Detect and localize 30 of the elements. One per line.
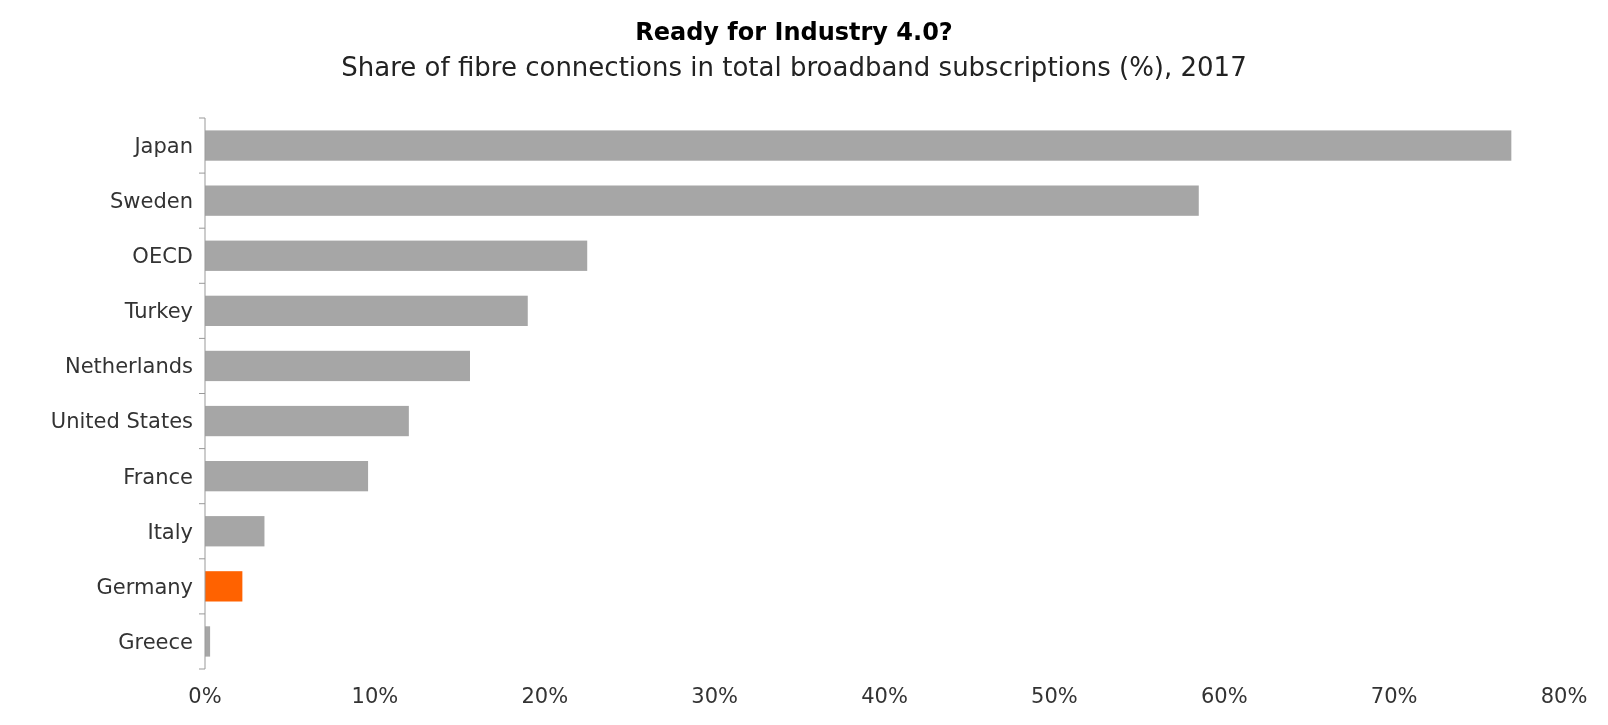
bar	[205, 461, 369, 492]
bar	[205, 130, 1512, 161]
y-tick-label: Japan	[132, 133, 193, 158]
y-tick-label: Turkey	[123, 299, 193, 324]
x-tick-label: 0%	[188, 684, 222, 708]
y-tick-label: Sweden	[110, 189, 193, 213]
bar	[205, 350, 471, 382]
bar	[205, 516, 265, 547]
x-tick-label: 30%	[691, 684, 738, 708]
x-tick-label: 10%	[351, 684, 399, 708]
x-tick-label: 80%	[1540, 684, 1588, 708]
x-tick-label: 20%	[521, 684, 569, 708]
chart-subtitle: Share of fibre connections in total broadband subscriptions (%), 2017	[341, 52, 1247, 82]
y-tick-label: Germany	[96, 574, 193, 599]
x-tick-label: 70%	[1370, 684, 1418, 708]
y-tick-label: France	[123, 464, 193, 489]
y-tick-label: Italy	[147, 519, 193, 544]
bar	[205, 240, 588, 271]
chart-title: Ready for Industry 4.0?	[635, 18, 953, 46]
y-tick-label: OECD	[132, 244, 193, 269]
bar	[205, 571, 243, 602]
bar	[205, 185, 1199, 216]
y-tick-label: Greece	[118, 629, 193, 654]
x-tick-label: 40%	[861, 684, 908, 708]
y-tick-label: Netherlands	[64, 354, 193, 379]
bar	[205, 295, 528, 326]
bar	[205, 405, 409, 437]
y-tick-label: United States	[50, 409, 193, 434]
x-tick-label: 50%	[1031, 684, 1078, 708]
x-tick-label: 60%	[1200, 684, 1248, 708]
